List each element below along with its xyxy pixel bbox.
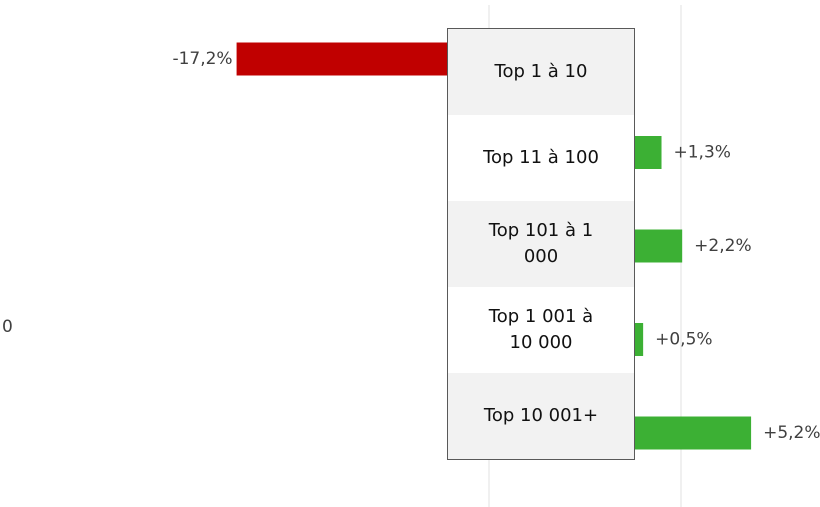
value-label: +0,5% [655,330,712,350]
category-label: Top 10 001+ [483,404,599,426]
category-cell: Top 101 à 1 000 [448,201,634,287]
category-label: Top 1 à 10 [494,60,588,82]
category-label: Top 101 à 1 000 [488,219,594,267]
category-label: Top 1 001 à 10 000 [488,305,594,353]
category-cell: Top 1 à 10 [448,29,634,115]
bar [631,323,644,356]
value-label: -17,2% [172,49,232,69]
value-label: +1,3% [674,143,731,163]
bar [631,136,662,169]
bar [631,416,752,450]
category-cell: Top 11 à 100 [448,115,634,201]
bar [631,229,683,263]
value-label: +5,2% [763,423,820,443]
value-label: +2,2% [694,236,751,256]
category-box: Top 1 à 10 Top 11 à 100 Top 101 à 1 000 Top… [447,28,635,460]
category-cell: Top 1 001 à 10 000 [448,287,634,373]
annotation: 0 [2,317,13,337]
category-label: Top 11 à 100 [483,146,599,168]
category-cell: Top 10 001+ [448,373,634,459]
